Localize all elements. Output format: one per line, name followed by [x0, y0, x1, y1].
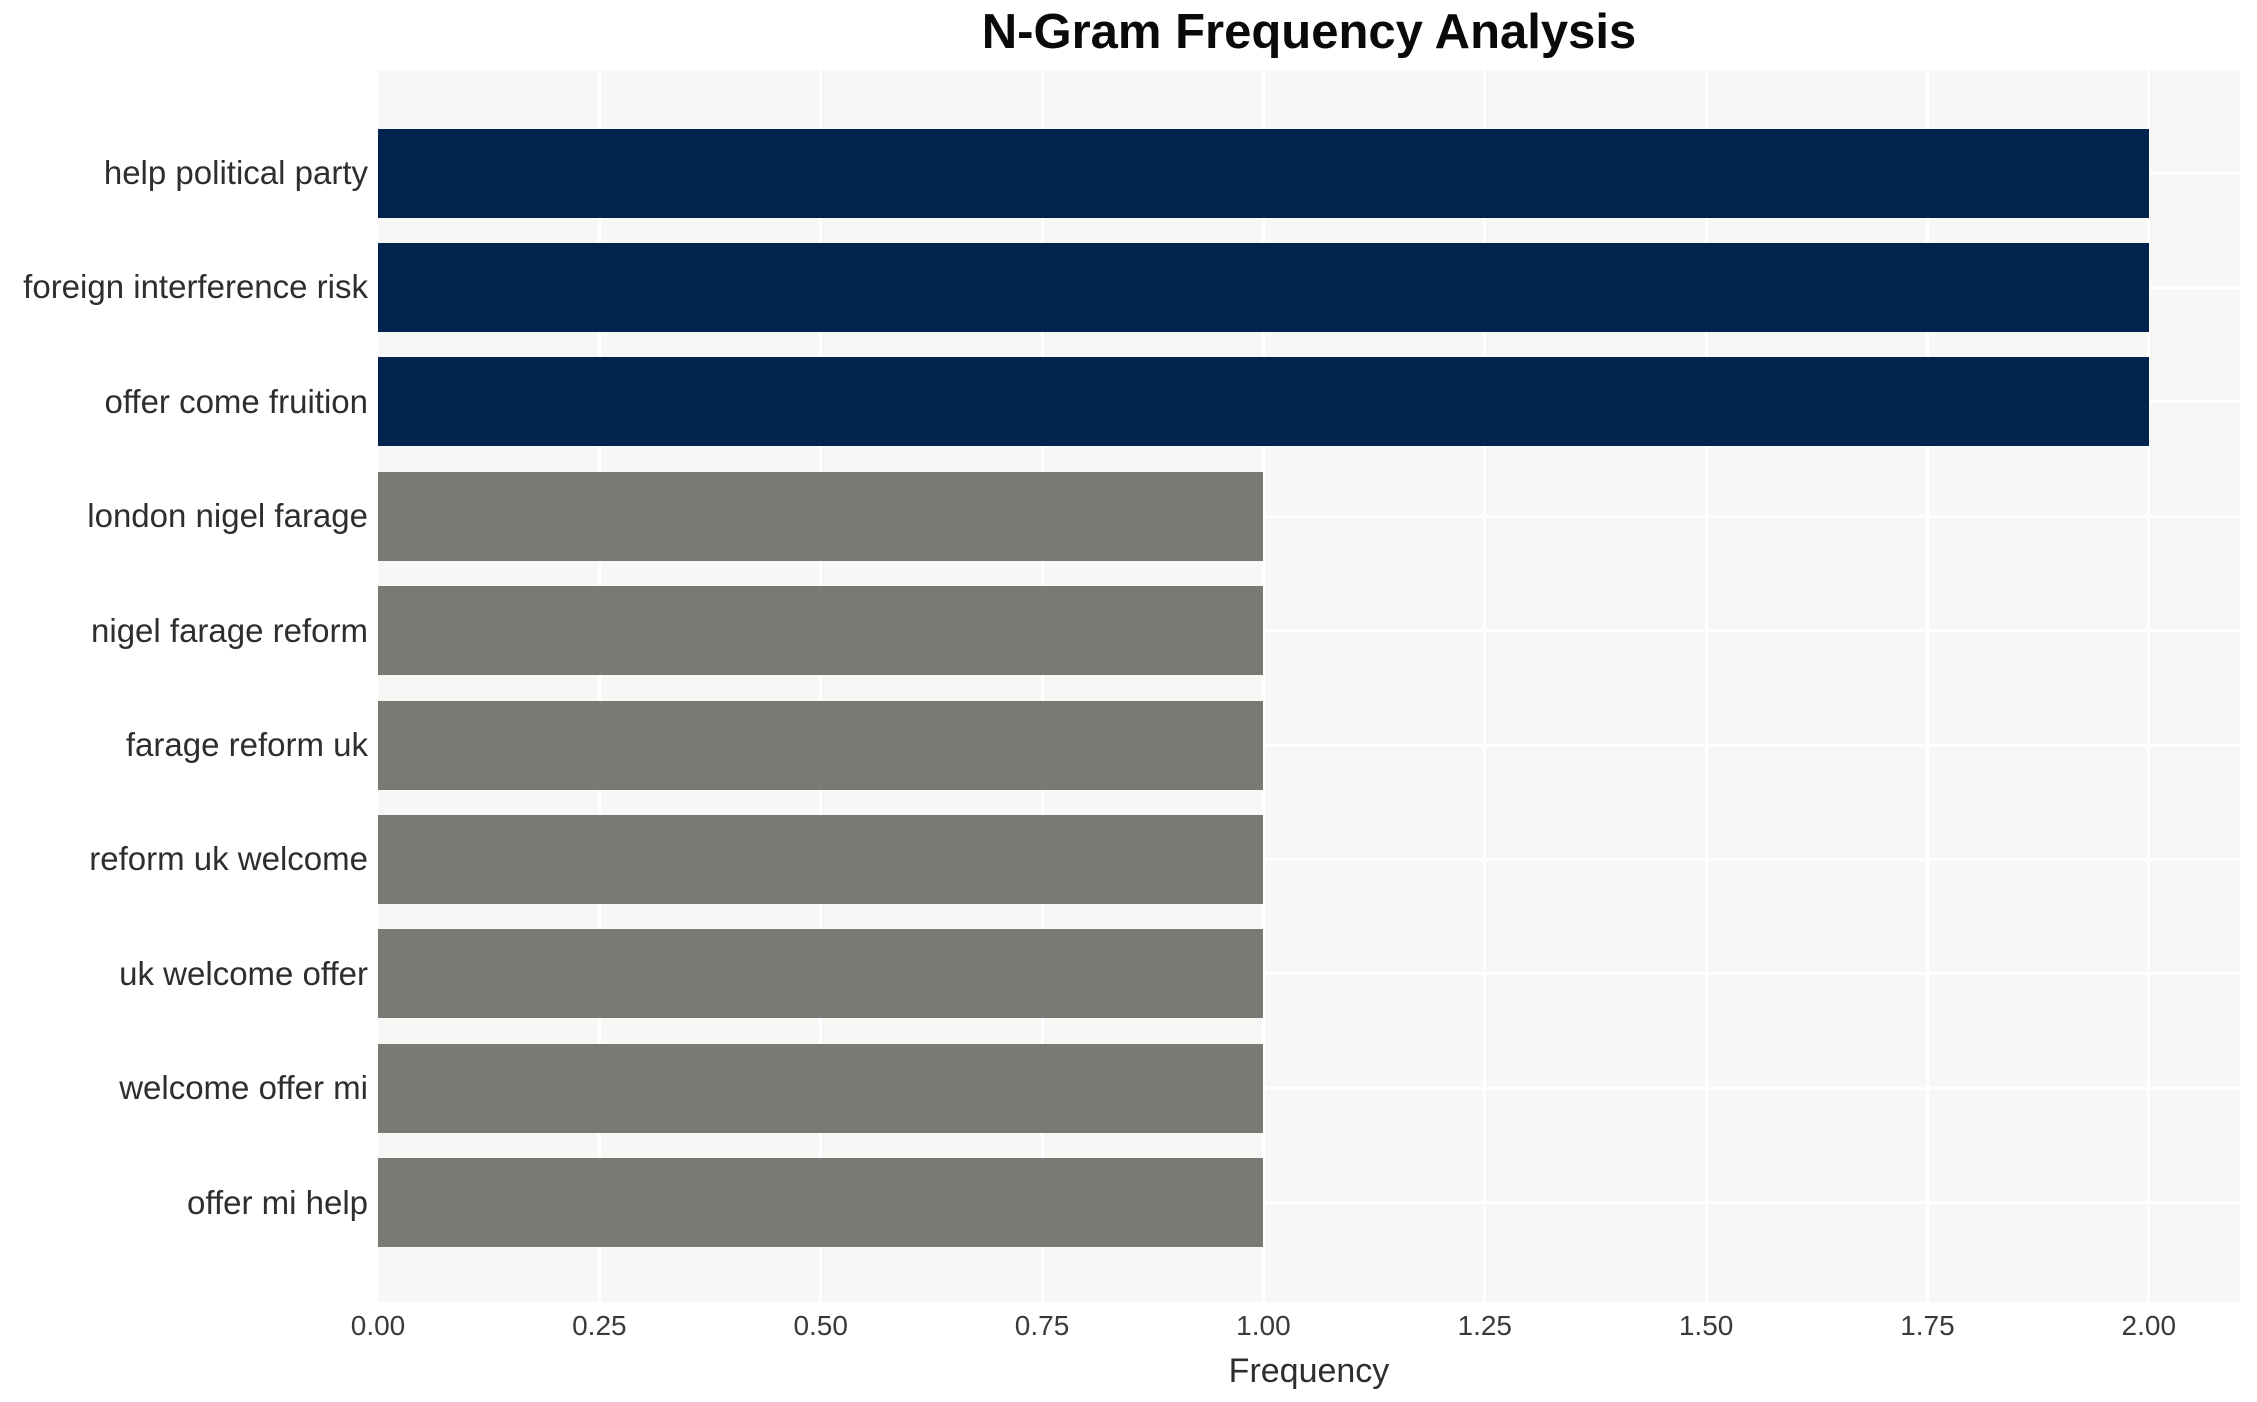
bar	[378, 471, 1264, 561]
x-tick-label: 2.00	[2121, 1310, 2177, 1341]
v-gridline	[819, 70, 823, 1302]
plot-area	[378, 70, 2240, 1302]
y-tick-label: welcome offer mi	[119, 1069, 368, 1107]
bar	[378, 1158, 1264, 1248]
v-gridline	[1704, 70, 1708, 1302]
h-gridline	[378, 1201, 2240, 1205]
bar	[378, 242, 2149, 332]
bar	[378, 357, 2149, 447]
v-gridline	[2147, 70, 2151, 1302]
y-tick-label: offer mi help	[187, 1183, 368, 1221]
bar	[378, 814, 1264, 904]
x-tick-label: 1.75	[1900, 1310, 1955, 1341]
x-tick-label: 1.25	[1457, 1310, 1513, 1341]
y-tick-label: reform uk welcome	[89, 840, 368, 878]
h-gridline	[378, 1086, 2240, 1090]
x-tick-label: 1.00	[1236, 1310, 1291, 1341]
x-tick-label: 0.00	[350, 1310, 406, 1341]
y-tick-label: nigel farage reform	[91, 611, 368, 649]
h-gridline	[378, 743, 2240, 747]
y-tick-label: london nigel farage	[87, 497, 368, 535]
h-gridline	[378, 514, 2240, 518]
v-gridline	[1925, 70, 1929, 1302]
bar	[378, 1043, 1264, 1133]
y-tick-label: farage reform uk	[125, 726, 368, 763]
x-axis-title: Frequency	[1228, 1352, 1390, 1390]
v-gridline	[597, 70, 601, 1302]
bar	[378, 929, 1264, 1019]
y-tick-label: uk welcome offer	[119, 954, 368, 992]
h-gridline	[378, 629, 2240, 633]
y-tick-label: foreign interference risk	[23, 268, 368, 306]
chart-title: N-Gram Frequency Analysis	[981, 5, 1637, 59]
v-gridline	[1483, 70, 1487, 1302]
bar	[378, 700, 1264, 790]
x-tick-label: 0.75	[1014, 1310, 1070, 1341]
bar	[378, 128, 2149, 218]
y-tick-label: help political party	[103, 154, 368, 191]
h-gridline	[378, 972, 2240, 976]
x-tick-label: 0.25	[572, 1310, 627, 1341]
x-tick-label: 1.50	[1678, 1310, 1734, 1341]
v-gridline	[1261, 70, 1265, 1302]
y-tick-label: offer come fruition	[104, 382, 368, 420]
x-tick-label: 0.50	[793, 1310, 848, 1341]
v-gridline	[1040, 70, 1044, 1302]
bar	[378, 586, 1264, 676]
h-gridline	[378, 857, 2240, 861]
